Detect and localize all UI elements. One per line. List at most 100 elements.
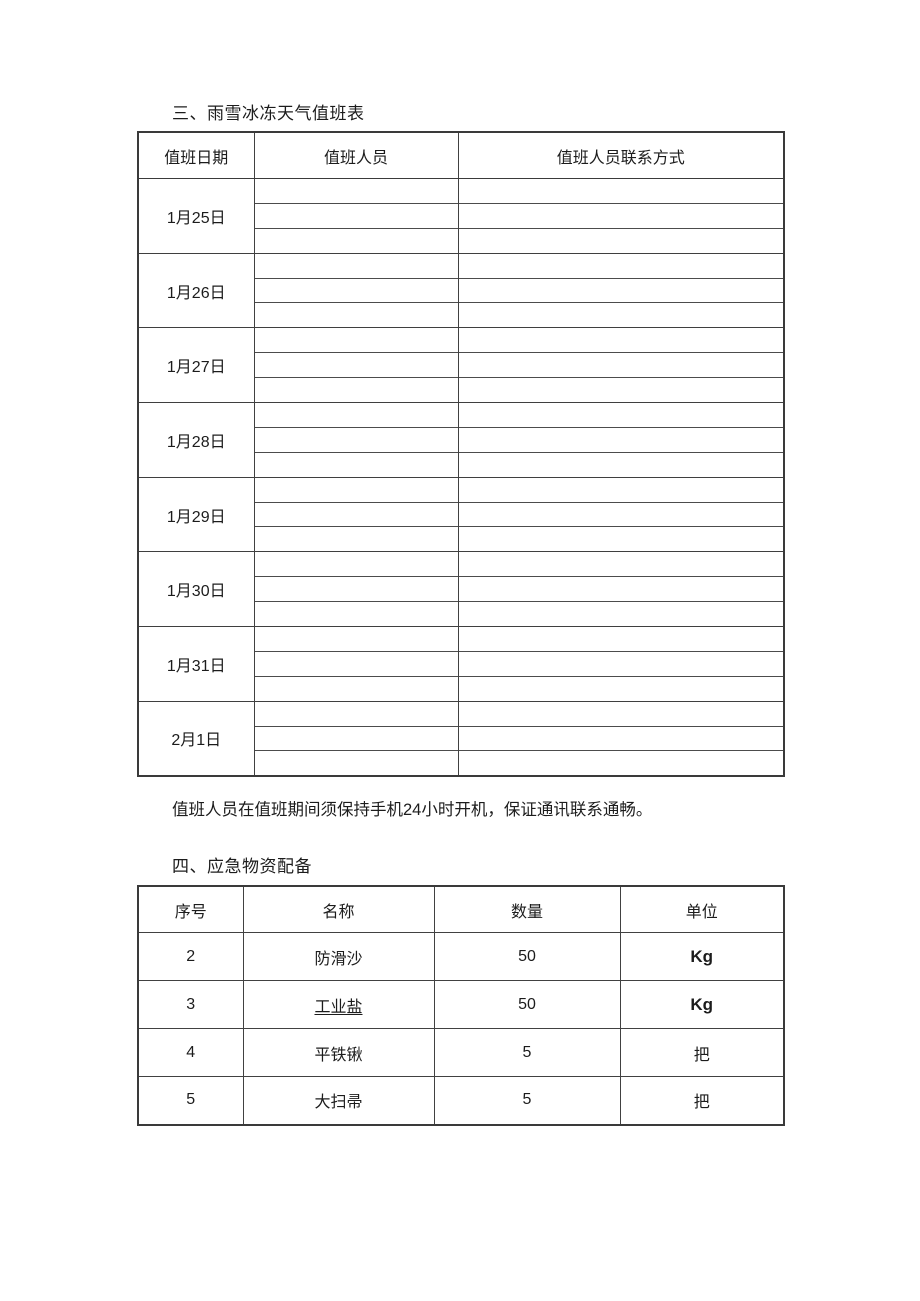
duty-person-cell xyxy=(253,526,459,552)
duty-person-cell xyxy=(253,626,459,652)
duty-person-cell xyxy=(253,402,459,428)
duty-contact-cell xyxy=(457,178,785,204)
supplies-header-row: 序号 名称 数量 单位 xyxy=(137,885,785,933)
duty-person-cell xyxy=(253,352,459,378)
table-row xyxy=(138,725,785,751)
table-row: 3 工业盐 50 Kg xyxy=(137,980,785,1029)
duty-header-row: 值班日期 值班人员 值班人员联系方式 xyxy=(137,132,785,179)
table-row xyxy=(138,426,785,453)
duty-date-cell: 1月29日 xyxy=(137,476,255,552)
table-row xyxy=(138,750,785,776)
duty-contact-cell xyxy=(457,750,785,776)
supplies-no-cell: 2 xyxy=(137,932,244,981)
duty-contact-cell xyxy=(457,402,785,428)
duty-person-cell xyxy=(253,501,459,527)
duty-date-cell: 1月28日 xyxy=(137,402,255,478)
table-row: 2月1日 xyxy=(137,700,785,776)
duty-contact-cell xyxy=(457,277,785,303)
duty-person-cell xyxy=(253,476,459,503)
table-row: 1月31日 xyxy=(137,626,785,702)
duty-contact-cell xyxy=(457,202,785,229)
duty-person-cell xyxy=(253,451,459,478)
duty-contact-cell xyxy=(457,725,785,751)
supplies-no-cell: 4 xyxy=(137,1028,244,1077)
duty-contact-cell xyxy=(457,377,785,403)
duty-contact-cell xyxy=(457,327,785,353)
duty-person-cell xyxy=(253,327,459,353)
table-row: 2 防滑沙 50 Kg xyxy=(137,932,785,981)
duty-contact-cell xyxy=(457,700,785,727)
duty-person-cell xyxy=(253,601,459,627)
duty-date-cell: 1月25日 xyxy=(137,178,255,254)
table-row xyxy=(138,650,785,677)
table-row xyxy=(138,277,785,303)
table-row: 4 平铁锹 5 把 xyxy=(137,1028,785,1077)
supplies-qty-cell: 5 xyxy=(433,1076,621,1125)
table-row: 1月28日 xyxy=(137,402,785,478)
duty-contact-cell xyxy=(457,302,785,328)
duty-person-cell xyxy=(253,576,459,602)
supplies-qty-cell: 50 xyxy=(433,932,621,981)
table-row xyxy=(138,352,785,378)
supplies-header-qty: 数量 xyxy=(433,885,621,933)
supplies-qty-cell: 50 xyxy=(433,980,621,1029)
supplies-name-cell: 防滑沙 xyxy=(242,932,435,981)
duty-contact-cell xyxy=(457,227,785,254)
duty-person-cell xyxy=(253,277,459,303)
table-row xyxy=(138,601,785,627)
table-row: 1月25日 xyxy=(137,178,785,254)
supplies-unit-cell: Kg xyxy=(619,932,785,981)
table-row xyxy=(138,202,785,229)
duty-contact-cell xyxy=(457,551,785,577)
duty-person-cell xyxy=(253,700,459,727)
table-row: 1月29日 xyxy=(137,476,785,552)
duty-contact-cell xyxy=(457,252,785,279)
duty-person-cell xyxy=(253,377,459,403)
duty-person-cell xyxy=(253,650,459,677)
duty-person-cell xyxy=(253,227,459,254)
duty-contact-cell xyxy=(457,476,785,503)
supplies-unit-cell: 把 xyxy=(619,1076,785,1125)
supplies-unit-cell: 把 xyxy=(619,1028,785,1077)
duty-contact-cell xyxy=(457,501,785,527)
duty-contact-cell xyxy=(457,626,785,652)
duty-contact-cell xyxy=(457,675,785,702)
duty-person-cell xyxy=(253,252,459,279)
table-row: 1月26日 xyxy=(137,252,785,328)
duty-date-cell: 1月26日 xyxy=(137,252,255,328)
duty-person-cell xyxy=(253,551,459,577)
duty-header-date: 值班日期 xyxy=(137,132,255,179)
duty-person-cell xyxy=(253,426,459,453)
supplies-header-name: 名称 xyxy=(242,885,435,933)
supplies-header-no: 序号 xyxy=(137,885,244,933)
duty-contact-cell xyxy=(457,352,785,378)
duty-person-cell xyxy=(253,302,459,328)
supplies-no-cell: 5 xyxy=(137,1076,244,1125)
duty-person-cell xyxy=(253,202,459,229)
table-row: 5 大扫帚 5 把 xyxy=(137,1076,785,1125)
table-row: 1月27日 xyxy=(137,327,785,403)
duty-contact-cell xyxy=(457,426,785,453)
duty-contact-cell xyxy=(457,526,785,552)
supplies-name-cell: 工业盐 xyxy=(242,980,435,1029)
duty-person-cell xyxy=(253,178,459,204)
table-row xyxy=(138,227,785,254)
duty-contact-cell xyxy=(457,650,785,677)
duty-date-cell: 1月30日 xyxy=(137,551,255,627)
duty-header-contact: 值班人员联系方式 xyxy=(457,132,785,179)
duty-contact-cell xyxy=(457,451,785,478)
table-row xyxy=(138,501,785,527)
duty-person-cell xyxy=(253,725,459,751)
supplies-no-cell: 3 xyxy=(137,980,244,1029)
table-row xyxy=(138,526,785,552)
supplies-header-unit: 单位 xyxy=(619,885,785,933)
supplies-unit-cell: Kg xyxy=(619,980,785,1029)
duty-roster-table: 值班日期 值班人员 值班人员联系方式 1月25日 1月26日 1月27日 xyxy=(137,131,785,777)
duty-person-cell xyxy=(253,675,459,702)
duty-date-cell: 2月1日 xyxy=(137,700,255,776)
table-row xyxy=(138,377,785,403)
duty-roster-section-title: 三、雨雪冰冻天气值班表 xyxy=(172,104,365,123)
supplies-name-cell: 平铁锹 xyxy=(242,1028,435,1077)
duty-date-cell: 1月31日 xyxy=(137,626,255,702)
